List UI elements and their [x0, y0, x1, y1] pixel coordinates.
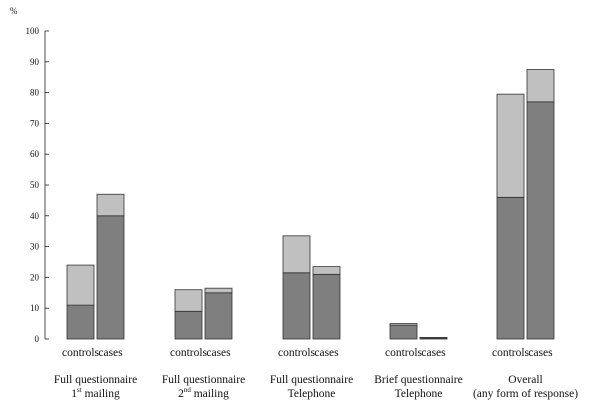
bar-category-label: cases — [98, 347, 123, 359]
group-label: Telephone — [395, 388, 443, 400]
group-label: (any form of response) — [473, 388, 578, 400]
bar-upper-segment — [66, 264, 95, 306]
bar-layer — [66, 69, 555, 340]
bar-category-label: controls — [278, 347, 316, 359]
group-label: Full questionnaire — [54, 374, 137, 386]
y-tick-label: 100 — [26, 26, 40, 36]
bar-upper-segment — [174, 289, 203, 312]
bar-upper-segment — [204, 287, 233, 294]
bar-lower-segment — [174, 310, 203, 340]
bar-lower-segment — [204, 292, 233, 340]
bar-category-label: controls — [492, 347, 530, 359]
y-tick-label: 60 — [30, 149, 40, 159]
group-label: Full questionnaire — [162, 374, 245, 386]
y-tick-label: 20 — [30, 272, 40, 282]
bar-lower-segment — [496, 196, 525, 340]
group-label: 1st mailing — [71, 386, 120, 400]
bar-category-label: controls — [170, 347, 208, 359]
bar-lower-segment — [526, 101, 555, 340]
group-label: Brief questionnaire — [374, 374, 462, 386]
group-label: 2nd mailing — [178, 386, 229, 400]
bar-category-label: cases — [206, 347, 231, 359]
bar-category-label: cases — [421, 347, 446, 359]
bar-lower-segment — [96, 215, 125, 340]
bar-category-label: cases — [528, 347, 553, 359]
y-tick-label: 90 — [30, 57, 40, 67]
y-tick-label: 0 — [35, 334, 40, 344]
y-tick-label: 80 — [30, 88, 40, 98]
bar-category-label: controls — [62, 347, 100, 359]
bar-lower-segment — [389, 324, 418, 340]
y-tick-label: 30 — [30, 242, 40, 252]
group-label: Overall — [508, 374, 542, 386]
y-axis-label: % — [10, 6, 18, 16]
bar-upper-segment — [419, 337, 448, 339]
bar-upper-segment — [526, 69, 555, 103]
axis-layer: % 0 10 20 30 40 50 60 70 80 90 100 — [10, 6, 49, 344]
bar-upper-segment — [389, 323, 418, 326]
bar-category-label: cases — [314, 347, 339, 359]
bar-lower-segment — [282, 272, 311, 340]
group-label: Telephone — [288, 388, 336, 400]
bar-upper-segment — [496, 93, 525, 198]
bar-category-label: controls — [385, 347, 423, 359]
group-label: Full questionnaire — [270, 374, 353, 386]
y-tick-label: 50 — [30, 180, 40, 190]
y-tick-label: 10 — [30, 303, 40, 313]
bar-upper-segment — [282, 235, 311, 274]
bar-lower-segment — [66, 304, 95, 340]
bar-lower-segment — [312, 273, 341, 340]
y-tick-label: 70 — [30, 118, 40, 128]
y-tick-label: 40 — [30, 211, 40, 221]
bar-upper-segment — [96, 193, 125, 217]
bar-upper-segment — [312, 266, 341, 275]
